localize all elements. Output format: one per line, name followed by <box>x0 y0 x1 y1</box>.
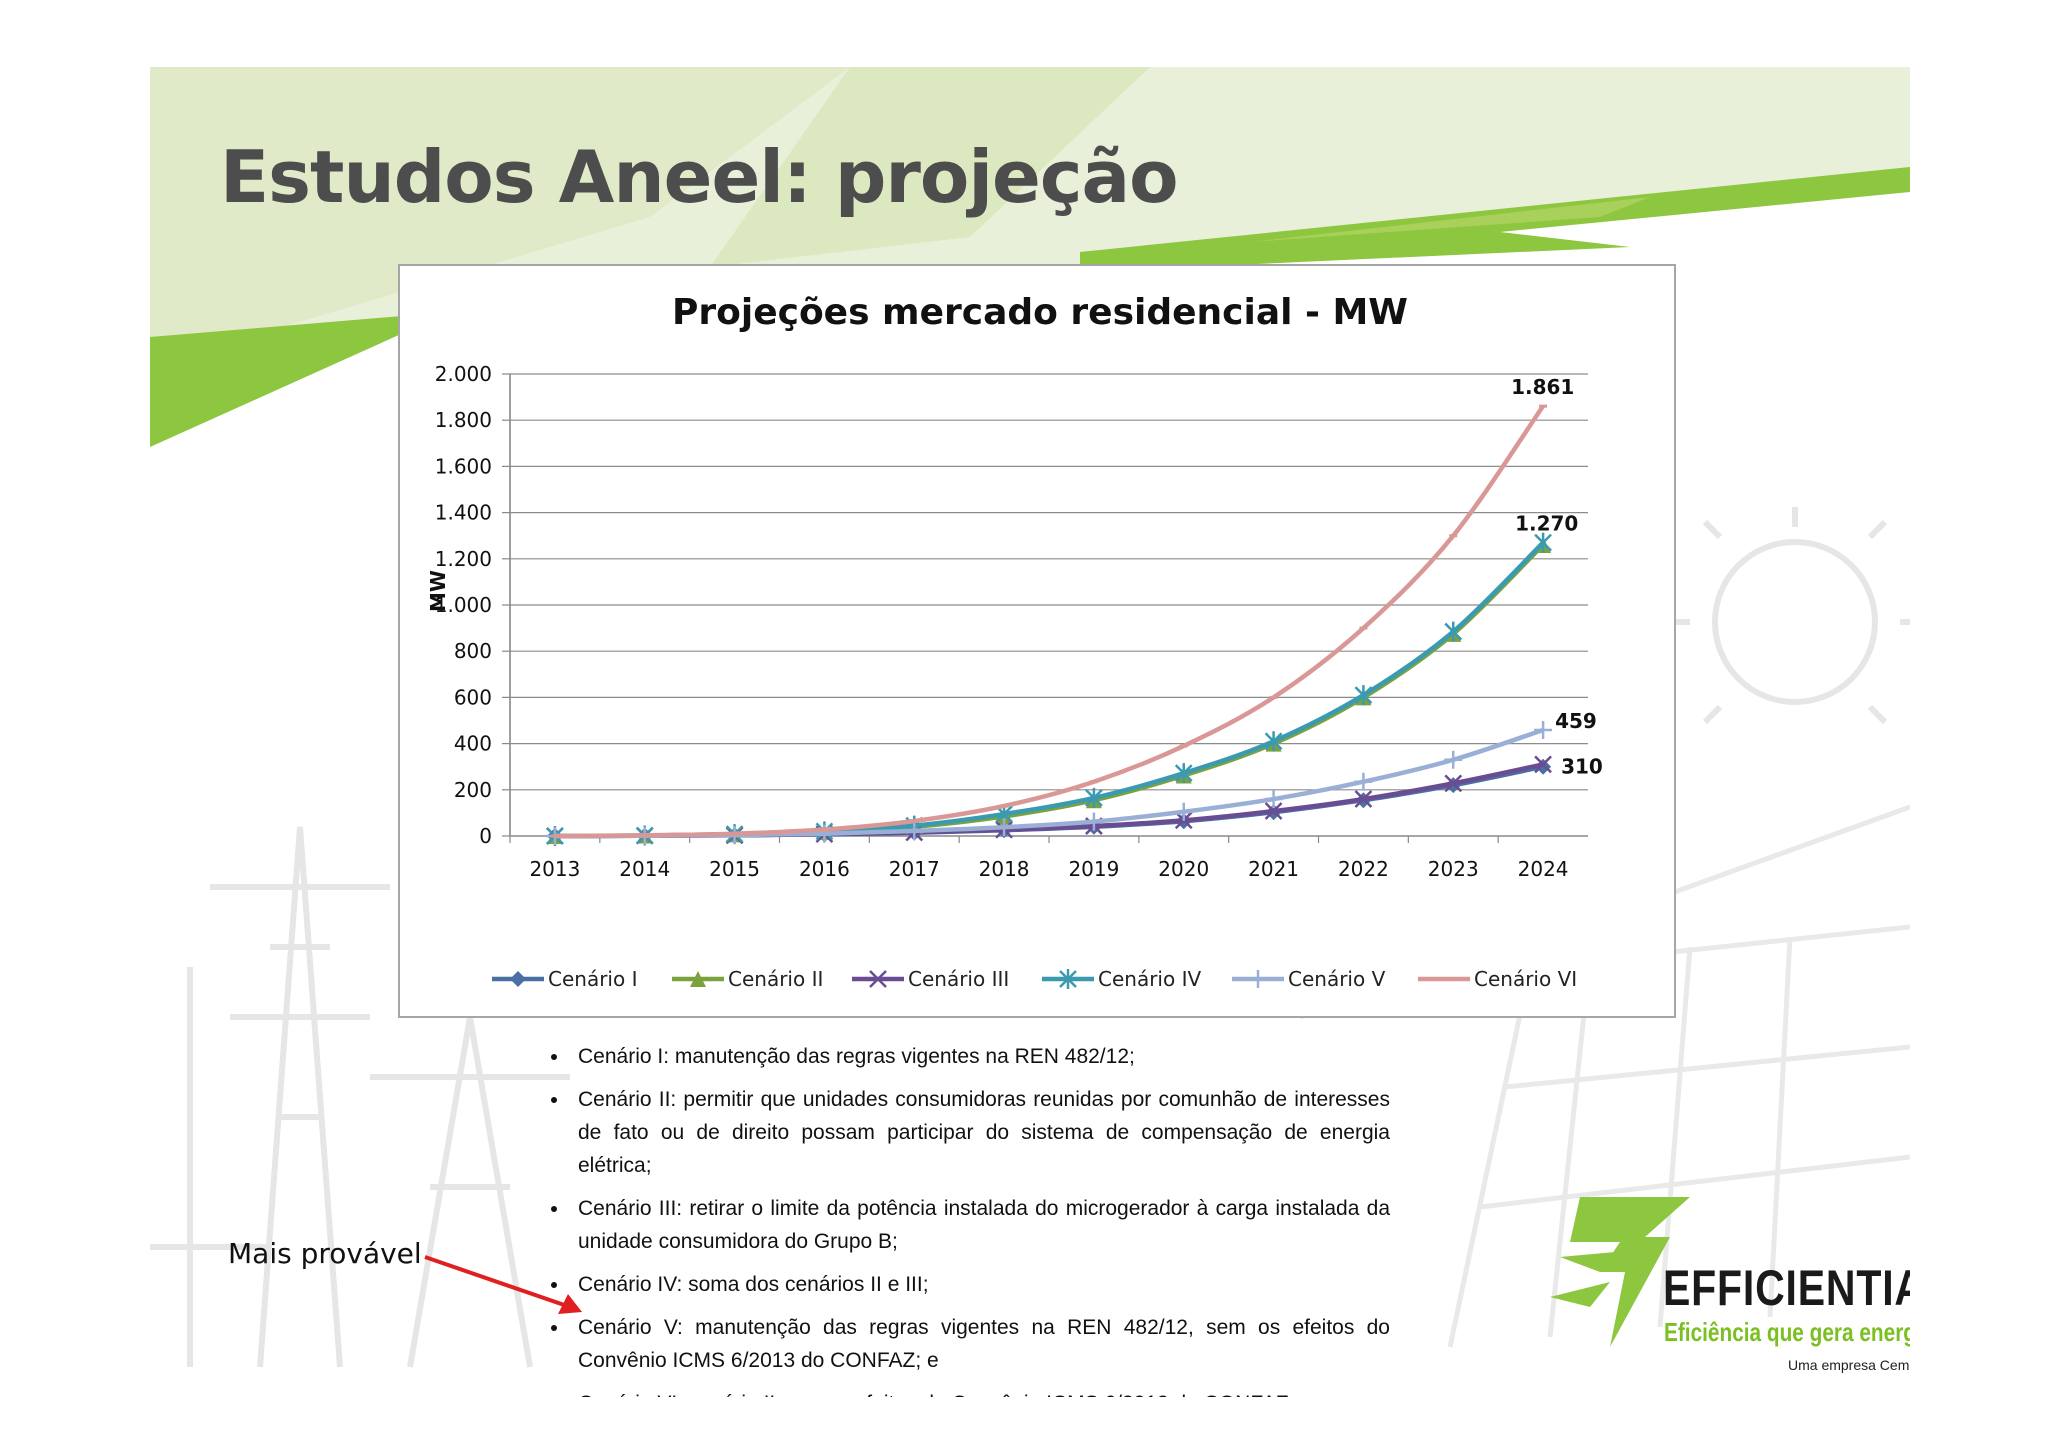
x-axis-ticks: 2013 2014 2015 2016 2017 2018 2019 2020 2021 2022… <box>529 857 1568 881</box>
x-tick-label: 2015 <box>709 857 760 881</box>
data-label: 1.861 <box>1511 375 1574 399</box>
data-point <box>1354 790 1373 808</box>
legend-item: Cenário VI <box>1418 967 1577 991</box>
red-arrow-icon <box>424 1255 582 1314</box>
data-point <box>1535 758 1552 775</box>
y-tick-label: 0 <box>479 824 492 848</box>
data-point <box>1354 685 1373 706</box>
x-tick-label: 2018 <box>979 857 1030 881</box>
data-point <box>905 821 924 840</box>
x-tick-label: 2019 <box>1068 857 1119 881</box>
data-point <box>1534 755 1552 774</box>
data-point <box>1174 802 1193 821</box>
y-tick-label: 1.800 <box>435 408 492 432</box>
data-label: 459 <box>1555 709 1597 733</box>
scenario-bullet: Cenário IV: soma dos cenários II e III; <box>570 1268 1390 1301</box>
legend-label: Cenário V <box>1288 967 1386 991</box>
series-cenario-iv <box>546 532 1552 846</box>
scenario-bullet: Cenário III: retirar o limite da potênci… <box>570 1192 1390 1258</box>
legend-item: Cenário I <box>492 967 637 991</box>
sun-icon <box>1675 507 1910 725</box>
y-tick-label: 2.000 <box>435 362 492 386</box>
data-point <box>995 818 1014 837</box>
series-cenario-v <box>545 720 1553 845</box>
lightning-bolt-icon <box>1550 1197 1690 1347</box>
x-tick-label: 2017 <box>889 857 940 881</box>
legend-label: Cenário I <box>548 967 637 991</box>
y-tick-label: 1.200 <box>435 547 492 571</box>
data-label: 310 <box>1561 754 1603 778</box>
legend-label: Cenário II <box>728 967 823 991</box>
x-tick-label: 2024 <box>1518 857 1569 881</box>
data-point <box>1249 970 1267 988</box>
data-point <box>510 971 526 987</box>
x-tick-label: 2014 <box>619 857 670 881</box>
y-tick-label: 600 <box>454 685 492 709</box>
y-tick-label: 1.600 <box>435 454 492 478</box>
x-tick-label: 2020 <box>1158 857 1209 881</box>
y-tick-label: 1.000 <box>435 593 492 617</box>
data-point <box>1059 969 1077 989</box>
data-point <box>1085 787 1103 808</box>
x-tick-label: 2016 <box>799 857 850 881</box>
logo-name: EFFICIENTIA <box>1663 1260 1910 1316</box>
legend-label: Cenário III <box>908 967 1009 991</box>
legend-item: Cenário IV <box>1042 967 1201 991</box>
series-cenario-ii <box>546 536 1552 844</box>
y-axis-label: MW <box>426 570 450 612</box>
series-line <box>554 404 1545 839</box>
x-tick-label: 2013 <box>529 857 580 881</box>
data-point <box>1264 802 1283 820</box>
legend-label: Cenário VI <box>1474 967 1577 991</box>
x-tick-label: 2022 <box>1338 857 1389 881</box>
data-point <box>1264 731 1283 752</box>
legend-label: Cenário IV <box>1098 967 1201 991</box>
data-point <box>869 970 887 988</box>
data-point <box>1264 790 1283 809</box>
data-point <box>1444 774 1463 793</box>
y-axis-ticks: 0 200 400 600 800 1.000 1.200 1.400 1.600 1.800 2.… <box>435 362 492 848</box>
chart-frame: Projeções mercado residencial - MW 0 200 4… <box>398 264 1676 1018</box>
line-chart: Projeções mercado residencial - MW 0 200 4… <box>426 292 1603 991</box>
company-logo: EFFICIENTIA Eficiência que gera energia.… <box>1550 1197 1910 1387</box>
data-point <box>1354 772 1373 791</box>
data-point <box>1444 750 1463 769</box>
scenario-bullet: Cenário VI: cenário II sem os efeitos do… <box>570 1387 1390 1397</box>
data-point <box>1174 763 1193 784</box>
annotation-most-likely: Mais provável <box>228 1237 422 1270</box>
series-lines <box>545 404 1553 846</box>
y-tick-label: 1.400 <box>435 501 492 525</box>
logo-tagline: Eficiência que gera energia. <box>1664 1317 1910 1347</box>
data-labels: 1.861 1.270 459 310 <box>1511 375 1603 778</box>
y-tick-label: 400 <box>454 732 492 756</box>
data-label: 1.270 <box>1515 512 1578 536</box>
scenario-list: Cenário I: manutenção das regras vigente… <box>570 1040 1390 1397</box>
legend-item: Cenário III <box>852 967 1009 991</box>
legend-item: Cenário V <box>1232 967 1386 991</box>
chart-legend: Cenário I Cenário II Cenário III Cenário IV… <box>492 967 1577 991</box>
x-tick-label: 2021 <box>1248 857 1299 881</box>
chart-title: Projeções mercado residencial - MW <box>672 292 1408 333</box>
y-tick-label: 200 <box>454 778 492 802</box>
y-tick-label: 800 <box>454 639 492 663</box>
scenario-bullet: Cenário V: manutenção das regras vigente… <box>570 1311 1390 1377</box>
data-point <box>1444 621 1463 642</box>
legend-item: Cenário II <box>672 967 823 991</box>
data-point <box>690 971 706 987</box>
series-line <box>554 727 1544 839</box>
page-title: Estudos Aneel: projeção <box>220 135 1179 219</box>
logo-subtitle: Uma empresa Cemig <box>1788 1357 1910 1373</box>
slide: Estudos Aneel: projeção Projeções mercad… <box>150 67 1910 1397</box>
data-point <box>1534 720 1553 739</box>
x-tick-label: 2023 <box>1428 857 1479 881</box>
chart-grid <box>502 373 1588 843</box>
data-point <box>1084 812 1103 831</box>
scenario-bullet: Cenário I: manutenção das regras vigente… <box>570 1040 1390 1073</box>
data-point <box>1534 532 1552 553</box>
series-cenario-vi <box>550 404 1548 839</box>
tower-illustration <box>150 826 570 1368</box>
scenario-bullet: Cenário II: permitir que unidades consum… <box>570 1083 1390 1182</box>
